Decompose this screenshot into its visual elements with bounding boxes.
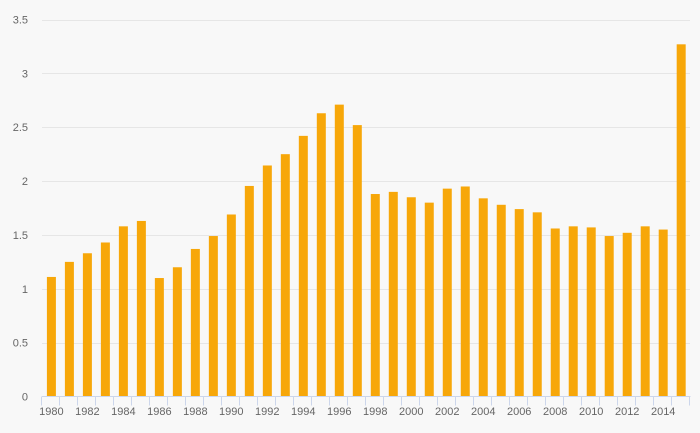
svg-text:2010: 2010	[579, 406, 603, 418]
svg-text:1990: 1990	[219, 406, 243, 418]
svg-text:1996: 1996	[327, 406, 351, 418]
svg-text:2002: 2002	[435, 406, 459, 418]
svg-text:2006: 2006	[507, 406, 531, 418]
svg-text:2014: 2014	[651, 406, 675, 418]
svg-text:1: 1	[22, 284, 28, 296]
svg-text:2: 2	[22, 176, 28, 188]
svg-text:2000: 2000	[399, 406, 423, 418]
svg-text:2004: 2004	[471, 406, 495, 418]
svg-text:3.5: 3.5	[13, 15, 28, 27]
svg-text:3: 3	[22, 68, 28, 80]
svg-text:1988: 1988	[183, 406, 207, 418]
svg-text:1982: 1982	[75, 406, 99, 418]
svg-text:2012: 2012	[615, 406, 639, 418]
svg-text:1986: 1986	[147, 406, 171, 418]
svg-text:1.5: 1.5	[13, 230, 28, 242]
svg-text:1992: 1992	[255, 406, 279, 418]
svg-text:0: 0	[22, 392, 28, 404]
svg-text:1994: 1994	[291, 406, 315, 418]
svg-text:0.5: 0.5	[13, 338, 28, 350]
svg-text:1984: 1984	[111, 406, 135, 418]
svg-text:1980: 1980	[39, 406, 63, 418]
svg-text:2.5: 2.5	[13, 122, 28, 134]
svg-text:2008: 2008	[543, 406, 567, 418]
svg-text:1998: 1998	[363, 406, 387, 418]
